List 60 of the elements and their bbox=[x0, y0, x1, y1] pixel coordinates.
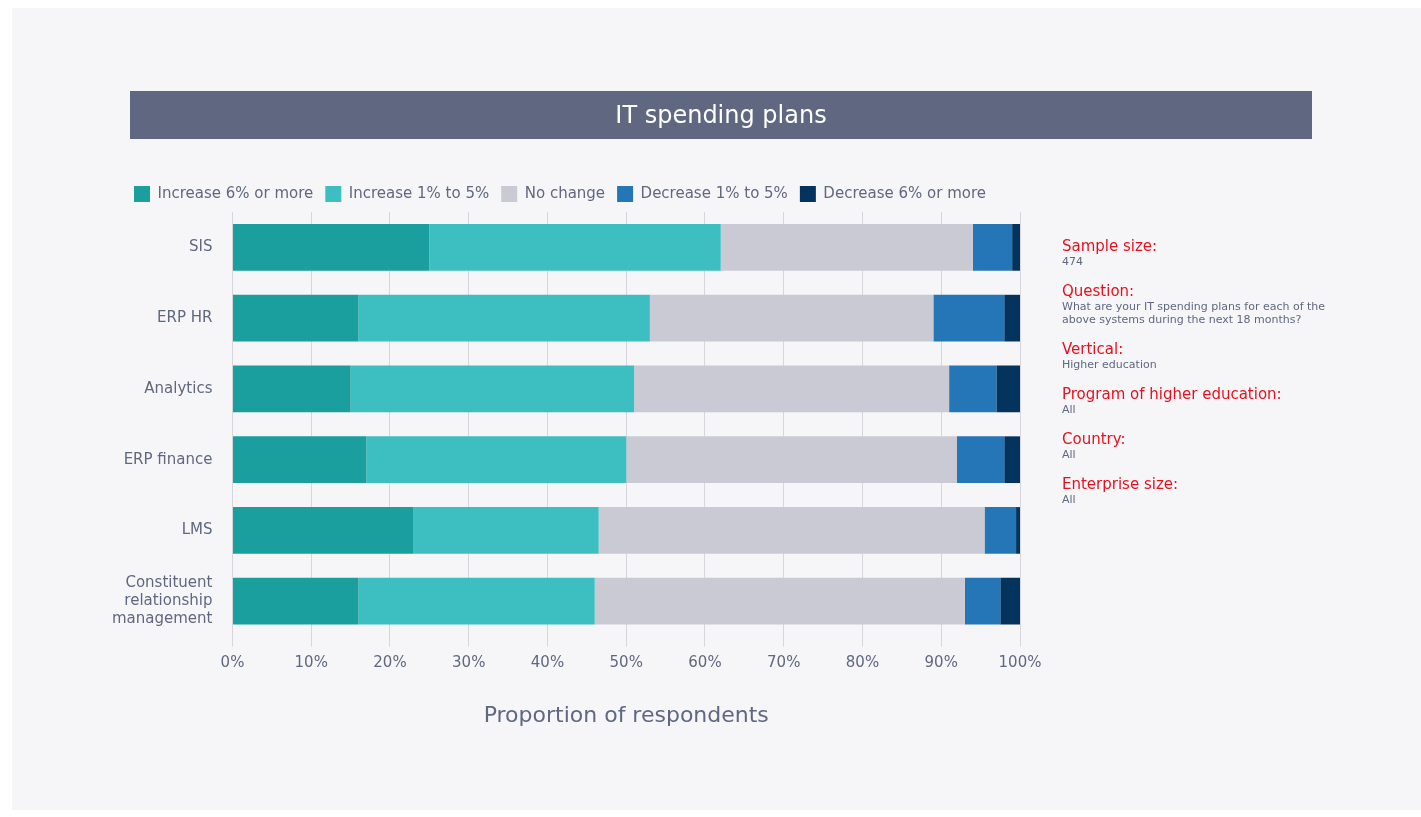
legend-label: Decrease 1% to 5% bbox=[640, 183, 788, 202]
x-tick-label: 70% bbox=[767, 653, 801, 672]
chart-title: IT spending plans bbox=[130, 91, 1312, 139]
bar bbox=[232, 365, 351, 413]
x-tick-label: 60% bbox=[688, 653, 722, 672]
text: All bbox=[1062, 448, 1077, 461]
text: Vertical: bbox=[1062, 340, 1125, 358]
text: Enterprise size: bbox=[1062, 475, 1180, 493]
bar bbox=[933, 294, 1005, 342]
x-tick-label: 0% bbox=[220, 653, 245, 672]
text: All bbox=[1062, 493, 1077, 506]
text: Question: bbox=[1062, 282, 1136, 300]
y-tick-label: SIS bbox=[189, 237, 213, 256]
bar bbox=[358, 577, 595, 625]
legend-label: Increase 6% or more bbox=[157, 183, 314, 202]
text: Program of higher education: bbox=[1062, 385, 1283, 403]
y-tick-label: Constituent relationship management bbox=[112, 573, 213, 628]
bar bbox=[350, 365, 635, 413]
bar bbox=[1004, 436, 1020, 484]
legend-label: Increase 1% to 5% bbox=[348, 183, 490, 202]
bar bbox=[1004, 294, 1020, 342]
y-tick-label: Analytics bbox=[144, 378, 213, 397]
bar bbox=[413, 507, 599, 554]
y-tick-label: ERP finance bbox=[123, 449, 213, 468]
x-tick-label: 90% bbox=[924, 653, 958, 672]
x-tick-label: 20% bbox=[373, 653, 407, 672]
bar bbox=[366, 436, 627, 484]
text: Sample size: bbox=[1062, 237, 1159, 255]
legend-label: No change bbox=[524, 183, 606, 202]
bar bbox=[1000, 577, 1020, 625]
x-tick-label: 30% bbox=[452, 653, 486, 672]
text: Higher education bbox=[1062, 358, 1158, 371]
bar bbox=[232, 577, 359, 625]
legend-label: Decrease 6% or more bbox=[823, 183, 987, 202]
bar bbox=[957, 436, 1005, 484]
text: Country: bbox=[1062, 430, 1127, 448]
bar bbox=[429, 224, 721, 271]
y-tick-label: LMS bbox=[181, 520, 213, 539]
bar bbox=[996, 365, 1020, 413]
x-tick-label: 40% bbox=[530, 653, 565, 672]
bar bbox=[984, 507, 1017, 554]
x-tick-label: 10% bbox=[294, 653, 328, 672]
bar bbox=[964, 577, 1001, 625]
bar bbox=[232, 507, 414, 554]
text: 474 bbox=[1062, 255, 1084, 268]
bar bbox=[949, 365, 997, 413]
bar bbox=[1016, 507, 1020, 554]
bar bbox=[972, 224, 1013, 271]
x-tick-label: 50% bbox=[609, 653, 643, 672]
text: What are your IT spending plans for each of the above systems during the next 18 months? bbox=[1062, 300, 1327, 326]
x-axis-title: Proportion of respondents bbox=[483, 701, 769, 727]
x-tick-label: 100% bbox=[998, 653, 1042, 672]
y-tick-label: ERP HR bbox=[157, 308, 213, 327]
bar bbox=[1012, 224, 1020, 271]
bar bbox=[232, 224, 430, 271]
x-tick-label: 80% bbox=[845, 653, 880, 672]
bar bbox=[232, 436, 367, 484]
bar bbox=[358, 294, 650, 342]
text: All bbox=[1062, 403, 1077, 416]
bar bbox=[232, 294, 359, 342]
